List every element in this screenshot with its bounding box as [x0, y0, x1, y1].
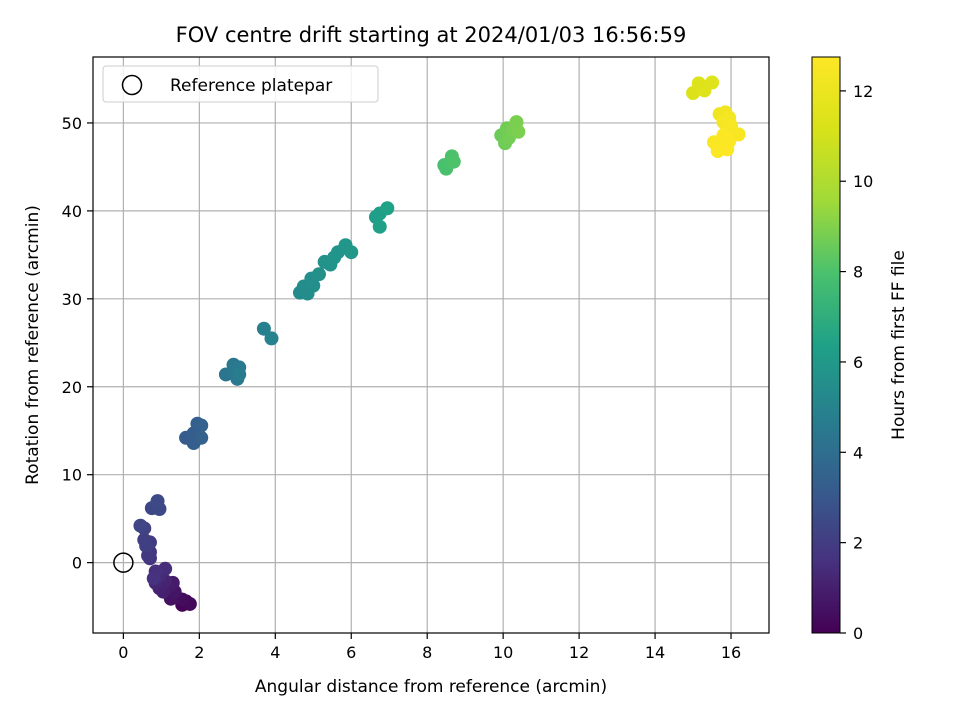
y-tick-label: 30: [62, 290, 82, 309]
y-axis-ticks: 0 10 20 30 40 50: [62, 114, 93, 573]
data-point: [511, 124, 526, 139]
data-point: [705, 75, 720, 90]
x-axis-ticks: 0 2 4 6 8 10 12 14 16: [118, 633, 741, 662]
data-point: [139, 538, 154, 553]
data-point: [150, 494, 165, 509]
colorbar-tick-label: 4: [853, 443, 863, 462]
data-point: [194, 430, 209, 445]
y-tick-label: 50: [62, 114, 82, 133]
data-point: [311, 267, 326, 282]
data-point: [256, 321, 271, 336]
x-tick-label: 16: [721, 643, 741, 662]
data-point: [232, 367, 247, 382]
reference-platepar-marker: [113, 552, 134, 573]
data-point: [380, 201, 395, 216]
x-axis-label: Angular distance from reference (arcmin): [255, 677, 607, 697]
colorbar-tick-label: 2: [853, 534, 863, 553]
colorbar-ticks: 0 2 4 6 8 10 12: [840, 82, 873, 643]
legend-box: [102, 65, 379, 103]
data-point: [722, 134, 737, 149]
data-point: [306, 278, 321, 293]
data-point: [194, 418, 209, 433]
legend-marker-icon: [121, 74, 143, 96]
chart-title: FOV centre drift starting at 2024/01/03 …: [176, 23, 687, 47]
data-point: [264, 331, 279, 346]
colorbar-tick-label: 10: [853, 172, 873, 191]
x-tick-label: 8: [422, 643, 432, 662]
legend-entry-reference-platepar: Reference platepar: [170, 76, 332, 96]
colorbar-tick-label: 0: [853, 624, 863, 643]
data-points: [133, 75, 746, 612]
x-tick-label: 10: [493, 643, 513, 662]
x-tick-label: 0: [118, 643, 128, 662]
legend: Reference platepar: [102, 65, 379, 103]
plot-frame: [92, 56, 770, 634]
y-tick-label: 40: [62, 202, 82, 221]
x-tick-label: 2: [194, 643, 204, 662]
data-point: [146, 571, 161, 586]
data-point: [344, 245, 359, 260]
grid: [93, 57, 769, 633]
colorbar-tick-label: 6: [853, 353, 863, 372]
data-point: [372, 219, 387, 234]
colorbar: 0 2 4 6 8 10 12 Hours from first FF file: [811, 56, 909, 643]
x-tick-label: 6: [346, 643, 356, 662]
y-axis-label: Rotation from reference (arcmin): [23, 205, 43, 485]
data-point: [446, 154, 461, 169]
y-tick-label: 20: [62, 378, 82, 397]
y-tick-label: 0: [72, 554, 82, 573]
x-tick-label: 12: [569, 643, 589, 662]
x-tick-label: 4: [270, 643, 280, 662]
colorbar-label: Hours from first FF file: [889, 250, 909, 440]
colorbar-gradient: [811, 56, 841, 634]
y-tick-label: 10: [62, 466, 82, 485]
data-point: [133, 518, 148, 533]
colorbar-tick-label: 8: [853, 263, 863, 282]
x-tick-label: 14: [645, 643, 665, 662]
colorbar-tick-label: 12: [853, 82, 873, 101]
